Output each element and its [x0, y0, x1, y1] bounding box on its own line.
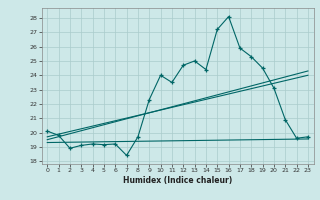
X-axis label: Humidex (Indice chaleur): Humidex (Indice chaleur): [123, 176, 232, 185]
